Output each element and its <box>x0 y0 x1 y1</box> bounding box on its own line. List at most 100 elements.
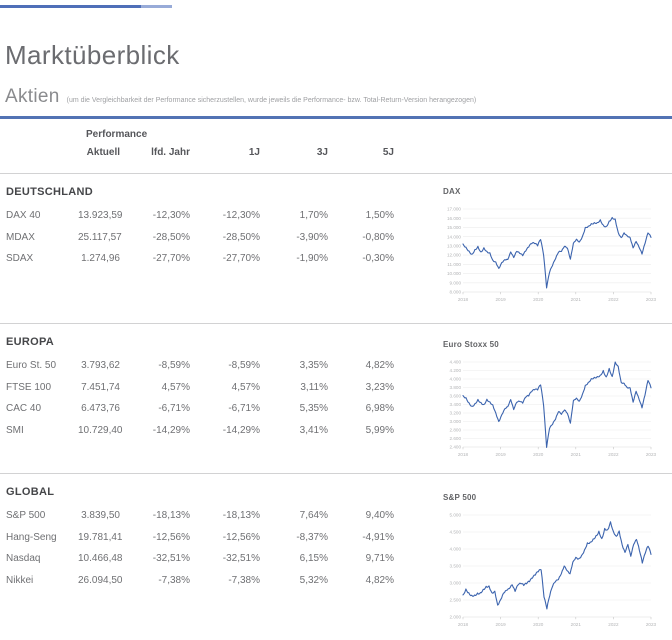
column-header-1: lfd. Jahr <box>151 147 190 158</box>
row-label: SMI <box>6 424 24 436</box>
cell-value: -18,13% <box>152 510 190 521</box>
top-accent-bar-light <box>141 5 172 8</box>
cell-value: 4,57% <box>231 381 260 393</box>
x-axis-label: 2021 <box>571 297 582 302</box>
cell-value: 19.781,41 <box>78 531 123 543</box>
y-axis-label: 3.000 <box>450 419 462 424</box>
cell-value: 3.793,62 <box>81 360 120 371</box>
y-axis-label: 2.000 <box>450 615 462 620</box>
cell-value: -32,51% <box>152 553 190 564</box>
section-header: DEUTSCHLAND <box>6 186 94 198</box>
row-label: Euro St. 50 <box>6 360 57 371</box>
y-axis-label: 3.000 <box>450 581 462 586</box>
cell-value: -7,38% <box>158 574 190 586</box>
cell-value: -0,80% <box>362 231 394 243</box>
cell-value: -8,37% <box>296 531 328 543</box>
x-axis-label: 2020 <box>533 297 544 302</box>
column-header-0: Aktuell <box>86 147 120 158</box>
section-divider <box>0 116 672 119</box>
cell-value: -14,29% <box>152 424 190 436</box>
cell-value: 10.466,48 <box>78 553 123 564</box>
cell-value: 6.473,76 <box>81 403 120 414</box>
x-axis-label: 2023 <box>646 297 657 302</box>
y-axis-label: 16.000 <box>447 216 461 221</box>
table-section-global: GLOBAL S&P 500 3.839,50 -18,13% -18,13% 7,64%… <box>0 473 672 591</box>
y-axis-label: 4.500 <box>450 530 462 535</box>
chart-title: DAX <box>443 187 461 196</box>
table-section-deutschland: DEUTSCHLAND DAX 40 13.923,59 -12,30% -12,30%… <box>0 173 672 270</box>
cell-value: 25.117,57 <box>78 231 122 243</box>
cell-value: 4,82% <box>365 574 394 586</box>
cell-value: 10.729,40 <box>78 424 123 436</box>
column-header-row: Aktuell lfd. Jahr 1J 3J 5J <box>6 147 394 158</box>
cell-value: 26.094,50 <box>78 574 123 586</box>
cell-value: -28,50% <box>222 231 260 243</box>
section-heading-row: Aktien (um die Vergleichbarkeit der Perf… <box>5 86 476 108</box>
cell-value: 7.451,74 <box>81 381 120 393</box>
cell-value: 3,35% <box>299 360 328 371</box>
x-axis-label: 2021 <box>571 622 582 627</box>
page-title: Marktüberblick <box>5 40 180 70</box>
cell-value: -12,56% <box>152 531 190 543</box>
chart-canvas: 4.400 4.200 4.000 3.800 3.600 3.400 3.200 3.000… <box>450 360 657 457</box>
x-axis-label: 2019 <box>495 622 506 627</box>
y-axis-label: 3.800 <box>450 385 462 390</box>
chart-euro-stoxx-50: Euro Stoxx 50 4.400 4.200 4.000 3.800 3.600 3.… <box>443 340 657 459</box>
cell-value: -8,59% <box>228 360 260 371</box>
y-axis-label: 13.000 <box>447 243 461 248</box>
column-header-3: 3J <box>316 147 328 158</box>
cell-value: 1,70% <box>299 210 328 221</box>
cell-value: -3,90% <box>296 231 328 243</box>
cell-value: 9,40% <box>365 510 394 521</box>
y-axis-label: 4.000 <box>450 547 462 552</box>
y-axis-label: 4.000 <box>450 377 462 382</box>
cell-value: 4,82% <box>365 360 394 371</box>
chart-canvas: 5.000 4.500 4.000 3.500 3.000 2.500 2.000 2018 2… <box>450 513 657 627</box>
cell-value: -27,70% <box>222 253 260 264</box>
y-axis-label: 12.000 <box>447 253 461 258</box>
chart-title: S&P 500 <box>443 493 477 502</box>
cell-value: 1.274,96 <box>81 253 120 264</box>
x-axis-label: 2020 <box>533 622 544 627</box>
column-header-4: 5J <box>382 147 394 158</box>
cell-value: 4,57% <box>161 381 190 393</box>
row-label: FTSE 100 <box>6 381 52 393</box>
cell-value: -12,30% <box>222 210 260 221</box>
row-label: CAC 40 <box>6 403 42 414</box>
row-label: Hang-Seng <box>6 531 57 543</box>
cell-value: 3,11% <box>300 381 328 393</box>
y-axis-label: 9.000 <box>450 280 462 285</box>
y-axis-label: 3.200 <box>450 411 462 416</box>
section-rows: DAX 40 13.923,59 -12,30% -12,30% 1,70% 1,50% M… <box>6 205 394 270</box>
cell-value: -18,13% <box>222 510 260 521</box>
x-axis-label: 2022 <box>608 622 619 627</box>
cell-value: -12,56% <box>222 531 260 543</box>
price-line <box>462 361 652 448</box>
chart-dax: DAX 17.000 16.000 15.000 14.000 13.000 12.000 1… <box>443 187 657 304</box>
top-accent-bar <box>0 5 141 8</box>
y-axis-label: 11.000 <box>447 262 461 267</box>
section-rows: Euro St. 50 3.793,62 -8,59% -8,59% 3,35% 4,82… <box>6 355 394 441</box>
y-axis-label: 3.600 <box>450 394 462 399</box>
cell-value: 5,32% <box>299 574 328 586</box>
cell-value: 9,71% <box>365 553 394 564</box>
y-axis-label: 8.000 <box>450 290 462 295</box>
row-label: SDAX <box>6 253 34 264</box>
cell-value: 1,50% <box>365 210 394 221</box>
cell-value: 13.923,59 <box>78 210 123 221</box>
chart-title: Euro Stoxx 50 <box>443 340 499 349</box>
cell-value: -6,71% <box>158 403 190 414</box>
row-label: DAX 40 <box>6 210 41 221</box>
x-axis-label: 2021 <box>571 452 582 457</box>
price-line <box>462 521 652 610</box>
y-axis-label: 4.400 <box>450 360 462 365</box>
cell-value: -8,59% <box>158 360 190 371</box>
cell-value: 5,35% <box>299 403 328 414</box>
cell-value: -1,90% <box>296 253 328 264</box>
section-header: EUROPA <box>6 336 55 348</box>
x-axis-label: 2022 <box>608 297 619 302</box>
cell-value: 3.839,50 <box>81 510 120 521</box>
x-axis-label: 2022 <box>608 452 619 457</box>
x-axis-label: 2018 <box>458 297 469 302</box>
